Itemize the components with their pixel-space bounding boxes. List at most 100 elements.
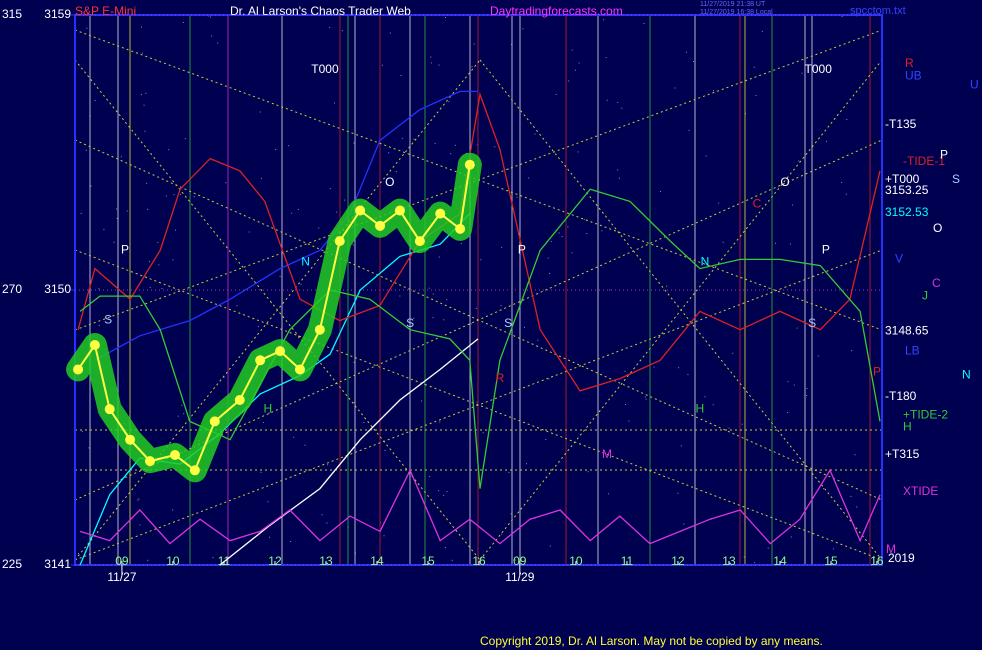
star	[78, 553, 79, 555]
level-label: UB	[905, 68, 922, 82]
star	[787, 381, 789, 383]
star	[275, 149, 277, 150]
url: Daytradingforecasts.com	[490, 4, 623, 18]
timestamp: 11/27/2019 16:38 Local	[700, 9, 773, 16]
price-point	[125, 434, 136, 445]
star	[183, 413, 185, 415]
star	[145, 92, 147, 94]
level-label: M	[886, 542, 896, 556]
x-tick-label: 12	[671, 554, 685, 568]
star	[806, 387, 808, 389]
star	[94, 99, 96, 101]
star	[168, 149, 170, 151]
price-point	[275, 346, 286, 357]
star	[609, 289, 611, 291]
star	[854, 454, 856, 456]
star	[329, 26, 331, 28]
star	[767, 547, 769, 549]
x-tick-label: 15	[421, 554, 435, 568]
star	[451, 559, 453, 561]
cycle-letter: P	[822, 242, 830, 256]
degree-label: 315	[2, 7, 22, 21]
star	[508, 471, 510, 473]
star	[326, 522, 328, 524]
star	[139, 524, 141, 526]
star	[161, 288, 163, 289]
star	[445, 17, 446, 18]
star	[98, 325, 100, 327]
level-label: R	[905, 56, 914, 70]
star	[548, 378, 550, 380]
star	[501, 533, 503, 535]
star	[148, 261, 150, 263]
star	[173, 194, 175, 196]
star	[841, 182, 843, 183]
level-label: U	[970, 77, 979, 91]
star	[575, 69, 576, 71]
date-label: 11/27	[107, 570, 136, 584]
star	[473, 43, 475, 45]
star	[290, 541, 292, 542]
star	[450, 153, 452, 155]
star	[383, 535, 385, 537]
star	[480, 259, 482, 261]
level-label: +TIDE-2	[903, 407, 948, 421]
price-point	[294, 364, 305, 375]
star	[293, 436, 295, 438]
star	[259, 111, 261, 113]
star	[434, 142, 436, 144]
star	[790, 243, 791, 245]
star	[823, 488, 824, 490]
star	[817, 355, 819, 357]
star	[470, 323, 472, 325]
star	[432, 317, 434, 319]
copyright: Copyright 2019, Dr. Al Larson. May not b…	[480, 634, 823, 648]
star	[454, 144, 456, 146]
price-point	[234, 395, 245, 405]
star	[300, 283, 302, 285]
star	[116, 208, 118, 210]
star	[617, 101, 619, 103]
x-tick-label: 09	[513, 554, 527, 568]
price-point	[89, 340, 100, 350]
star	[439, 421, 441, 423]
x-tick-label: 13	[722, 554, 736, 568]
star	[617, 169, 619, 171]
star	[297, 209, 299, 210]
price-point	[355, 205, 366, 216]
star	[586, 233, 588, 234]
star	[704, 396, 706, 398]
star	[687, 374, 689, 376]
degree-label: 225	[2, 557, 22, 571]
star	[549, 545, 551, 547]
star	[430, 56, 432, 58]
star	[413, 317, 415, 319]
star	[269, 536, 271, 538]
star	[181, 404, 183, 406]
star	[712, 404, 714, 406]
star	[279, 275, 281, 277]
star	[175, 229, 176, 231]
star	[341, 30, 343, 32]
star	[801, 72, 803, 74]
level-label: XTIDE	[903, 484, 938, 498]
star	[568, 80, 570, 82]
star	[225, 182, 227, 184]
star	[352, 244, 354, 246]
star	[120, 156, 122, 158]
price-point	[435, 208, 446, 219]
star	[856, 506, 858, 508]
star	[460, 243, 462, 245]
star	[85, 149, 87, 151]
star	[446, 491, 448, 493]
star	[157, 241, 159, 243]
x-tick-label: 15	[824, 554, 838, 568]
gann-line	[74, 139, 883, 501]
price-point	[189, 465, 200, 476]
star	[90, 185, 92, 187]
star	[571, 252, 573, 254]
star	[211, 35, 213, 37]
star	[603, 19, 605, 21]
star	[728, 427, 730, 429]
star	[537, 339, 539, 341]
